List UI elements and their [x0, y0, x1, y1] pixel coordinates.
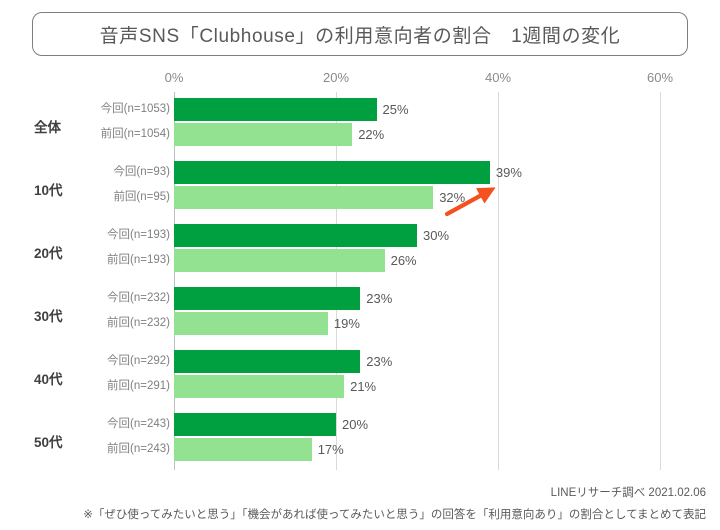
x-axis-gridlines	[0, 92, 720, 470]
series-sample-label-text: 前回(n=1054)	[100, 127, 170, 140]
bar-value-label: 22%	[358, 127, 385, 142]
gridline-0%	[174, 92, 175, 470]
bar-今回-20代	[174, 224, 417, 247]
bar-group: 50代 今回(n=243) 20% 前回(n=243) 17%	[0, 413, 720, 476]
page-title: 音声SNS「Clubhouse」の利用意向者の割合 1週間の変化	[99, 25, 621, 47]
series-sample-label: 今回(n=232)	[92, 287, 170, 310]
series-sample-label: 今回(n=292)	[92, 350, 170, 373]
bar-value-label: 21%	[350, 379, 377, 394]
series-sample-label: 前回(n=95)	[92, 186, 170, 209]
series-sample-label: 今回(n=243)	[92, 413, 170, 436]
chart-title-box: 音声SNS「Clubhouse」の利用意向者の割合 1週間の変化	[32, 12, 688, 56]
bar-group: 全体 今回(n=1053) 25% 前回(n=1054) 22%	[0, 98, 720, 161]
x-axis-tick-3: 60%	[646, 70, 674, 85]
bar-value-label: 26%	[390, 253, 417, 268]
series-sample-label-text: 今回(n=243)	[107, 417, 170, 430]
series-sample-label: 前回(n=291)	[92, 375, 170, 398]
bar-前回-全体	[174, 123, 353, 146]
bar-groups: 全体 今回(n=1053) 25% 前回(n=1054) 22% 10代 今回(n=93) 3…	[0, 92, 720, 470]
bar-value-label: 30%	[423, 228, 450, 243]
group-label: 20代	[34, 246, 63, 261]
gridline-40%	[498, 92, 499, 470]
group-label: 30代	[34, 309, 63, 324]
group-label: 40代	[34, 372, 63, 387]
group-label: 50代	[34, 435, 63, 450]
gridline-60%	[660, 92, 661, 470]
chart-plot-area: 0% 20% 40% 60% 全体 今回(n=1053) 25% 前回(n=1054) 22%…	[0, 66, 720, 481]
bar-value-label: 19%	[333, 316, 360, 331]
x-axis-tick-0: 0%	[164, 70, 184, 85]
series-sample-label-text: 前回(n=193)	[107, 253, 170, 266]
bar-group: 40代 今回(n=292) 23% 前回(n=291) 21%	[0, 350, 720, 413]
series-sample-label-text: 今回(n=193)	[107, 228, 170, 241]
bar-今回-40代	[174, 350, 361, 373]
bar-前回-30代	[174, 312, 328, 335]
bar-今回-全体	[174, 98, 377, 121]
bar-value-label: 20%	[342, 417, 369, 432]
bar-value-label: 23%	[366, 354, 393, 369]
group-label: 10代	[34, 183, 63, 198]
bar-group: 30代 今回(n=232) 23% 前回(n=232) 19%	[0, 287, 720, 350]
series-sample-label-text: 今回(n=93)	[113, 165, 170, 178]
bar-前回-40代	[174, 375, 345, 398]
bar-前回-10代	[174, 186, 434, 209]
gridline-20%	[336, 92, 337, 470]
series-sample-label-text: 今回(n=1053)	[100, 102, 170, 115]
bar-前回-20代	[174, 249, 385, 272]
series-sample-label-text: 前回(n=95)	[113, 190, 170, 203]
bar-group: 20代 今回(n=193) 30% 前回(n=193) 26%	[0, 224, 720, 287]
bar-value-label: 32%	[439, 190, 466, 205]
bar-今回-10代	[174, 161, 490, 184]
series-sample-label-text: 前回(n=243)	[107, 442, 170, 455]
source-credit: LINEリサーチ調べ 2021.02.06	[550, 487, 706, 499]
bar-value-label: 17%	[317, 442, 344, 457]
series-sample-label-text: 前回(n=232)	[107, 316, 170, 329]
series-sample-label: 前回(n=1054)	[92, 123, 170, 146]
series-sample-label: 今回(n=1053)	[92, 98, 170, 121]
group-label: 全体	[34, 120, 61, 135]
bar-今回-30代	[174, 287, 361, 310]
series-sample-label: 今回(n=193)	[92, 224, 170, 247]
bar-value-label: 25%	[382, 102, 409, 117]
x-axis-tick-labels: 0% 20% 40% 60%	[0, 70, 720, 92]
series-sample-label-text: 前回(n=291)	[107, 379, 170, 392]
bar-value-label: 39%	[495, 165, 522, 180]
series-sample-label: 前回(n=193)	[92, 249, 170, 272]
bar-group: 10代 今回(n=93) 39% 前回(n=95) 32%	[0, 161, 720, 224]
bar-value-label: 23%	[366, 291, 393, 306]
series-sample-label: 前回(n=232)	[92, 312, 170, 335]
series-sample-label: 今回(n=93)	[92, 161, 170, 184]
footnote: ※「ぜひ使ってみたいと思う」「機会があれば使ってみたいと思う」の回答を「利用意向…	[83, 509, 706, 521]
x-axis-tick-2: 40%	[484, 70, 512, 85]
bar-今回-50代	[174, 413, 336, 436]
bar-前回-50代	[174, 438, 312, 461]
series-sample-label: 前回(n=243)	[92, 438, 170, 461]
series-sample-label-text: 今回(n=232)	[107, 291, 170, 304]
series-sample-label-text: 今回(n=292)	[107, 354, 170, 367]
x-axis-tick-1: 20%	[322, 70, 350, 85]
